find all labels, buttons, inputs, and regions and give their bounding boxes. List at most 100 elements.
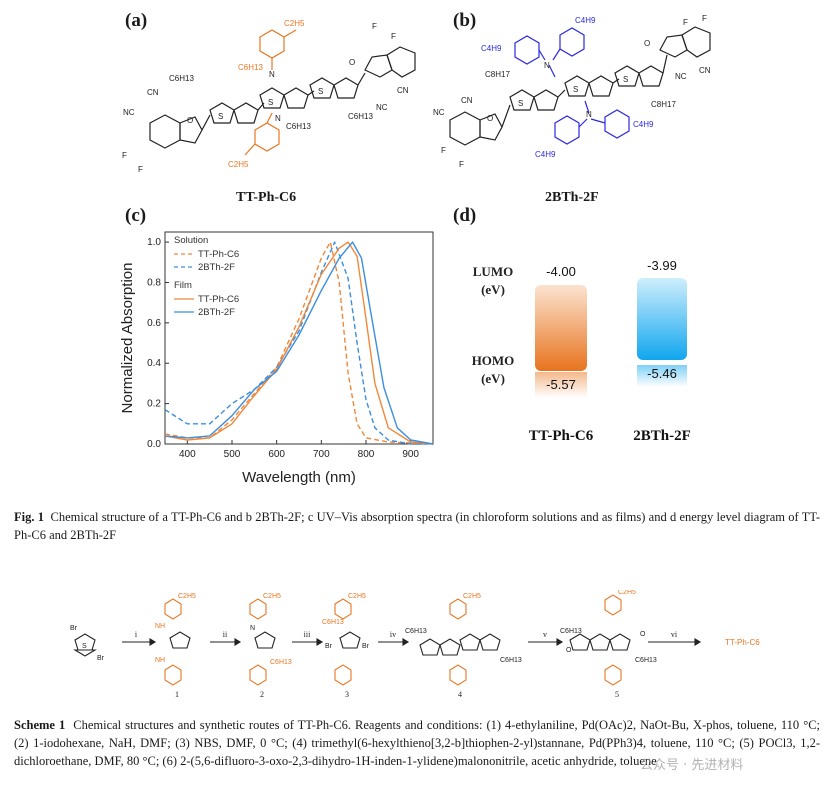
label-c6h13: C6H13 [238, 63, 263, 72]
panel-a-structure: C6H13 C6H13 C6H13 N N O O F F F F CN NC … [122, 19, 416, 174]
homo-unit: (eV) [481, 371, 505, 386]
compound-number: 3 [345, 690, 349, 699]
label-s: S [318, 87, 323, 96]
figure-caption: Fig. 1 Chemical structure of a TT-Ph-C6 … [14, 508, 820, 544]
label-nc: NC [376, 103, 388, 112]
label-c6h13: C6H13 [270, 659, 292, 666]
y-tick-label: 0.4 [147, 358, 161, 369]
label-n: N [275, 114, 281, 123]
label-c8h17: C8H17 [651, 100, 676, 109]
compound-number: 4 [458, 690, 462, 699]
label-c2h5: C2H5 [348, 593, 366, 600]
label-c8h17: C8H17 [485, 70, 510, 79]
uv-vis-chart: 400 500 600 700 800 900 0.0 0.2 0.4 0.6 0.8 1.0 Sol… [119, 231, 434, 486]
x-tick-label: 600 [268, 449, 285, 460]
x-tick-label: 800 [358, 449, 375, 460]
label-n: N [544, 61, 550, 70]
2bth-2f-lumo-value: -3.99 [647, 258, 677, 273]
2bth-2f-bandgap-bar [637, 278, 687, 360]
y-tick-label: 0.6 [147, 318, 161, 329]
compound-number: 1 [175, 690, 179, 699]
label-c4h9: C4H9 [535, 150, 556, 159]
x-axis-label: Wavelength (nm) [242, 469, 356, 486]
legend-film-title: Film [174, 280, 192, 291]
series-line-1 [164, 241, 434, 445]
panel-b-structure: C8H17 C8H17 N N O O F F F F CN NC CN NC … [433, 14, 711, 169]
step-label: i [135, 630, 138, 639]
scheme-caption: Scheme 1 Chemical structures and synthet… [14, 716, 820, 770]
label-br: Br [325, 643, 333, 650]
y-tick-label: 0.0 [147, 439, 161, 450]
series-line-2 [164, 241, 433, 445]
panel-b-label: (b) [453, 10, 477, 31]
panel-a-molecule-name: TT-Ph-C6 [236, 190, 297, 205]
series-line-3 [164, 241, 434, 445]
step-label: v [543, 630, 547, 639]
tt-ph-c6-name: TT-Ph-C6 [529, 428, 594, 444]
legend-entry-2bth-film: 2BTh-2F [198, 307, 235, 318]
label-c6h13: C6H13 [560, 628, 582, 635]
label-c6h13: C6H13 [169, 74, 194, 83]
label-n: N [586, 110, 592, 119]
x-tick-label: 500 [224, 449, 241, 460]
synthesis-scheme: Br Br S N Br Br C6H13 C6H13 C6H13 C6H13 … [70, 590, 760, 699]
label-c2h5: C2H5 [178, 593, 196, 600]
panel-c-label: (c) [125, 205, 147, 226]
label-c2h5: C2H5 [618, 590, 636, 596]
compound-number: 2 [260, 690, 264, 699]
step-label: iv [390, 630, 396, 639]
x-tick-label: 900 [402, 449, 419, 460]
label-cn: CN [397, 86, 409, 95]
plot-frame [164, 231, 434, 445]
x-tick-label: 400 [179, 449, 196, 460]
label-f: F [372, 22, 377, 31]
label-f: F [459, 160, 464, 169]
figure-caption-text: Chemical structure of a TT-Ph-C6 and b 2… [14, 510, 821, 542]
y-tick-label: 1.0 [147, 237, 161, 248]
y-axis-label: Normalized Absorption [119, 263, 136, 414]
label-c4h9: C4H9 [481, 44, 502, 53]
x-tick-label: 700 [313, 449, 330, 460]
label-c4h9: C4H9 [575, 16, 596, 25]
tt-ph-c6-homo-value: -5.57 [546, 377, 576, 392]
lumo-label: LUMO [473, 264, 513, 279]
label-f: F [683, 18, 688, 27]
label-s: S [218, 112, 223, 121]
legend-solution-title: Solution [174, 235, 208, 246]
label-c4h9: C4H9 [633, 120, 654, 129]
label-c6h13: C6H13 [500, 657, 522, 664]
legend-entry-2bth-solution: 2BTh-2F [198, 262, 235, 273]
label-nc: NC [123, 108, 135, 117]
label-s: S [82, 643, 87, 650]
step-label: ii [223, 630, 228, 639]
label-n: N [269, 70, 275, 79]
label-c2h5: C2H5 [463, 593, 481, 600]
scheme-product-name: TT-Ph-C6 [725, 638, 760, 647]
panel-b-molecule-name: 2BTh-2F [545, 190, 599, 205]
step-label: iii [304, 630, 311, 639]
label-c2h5: C2H5 [228, 160, 249, 169]
label-s: S [268, 98, 273, 107]
label-f: F [138, 165, 143, 174]
compound-number: 5 [615, 690, 619, 699]
figure-caption-prefix: Fig. 1 [14, 510, 44, 524]
label-s: S [573, 85, 578, 94]
label-o: O [640, 631, 646, 638]
label-f: F [391, 32, 396, 41]
label-nh: NH [155, 657, 165, 664]
label-o: O [644, 39, 650, 48]
label-nc: NC [675, 72, 687, 81]
y-tick-label: 0.8 [147, 277, 161, 288]
panel-a-label: (a) [125, 10, 148, 31]
legend-entry-tt-solution: TT-Ph-C6 [198, 249, 239, 260]
label-f: F [441, 146, 446, 155]
tt-ph-c6-bandgap-bar [535, 285, 587, 371]
label-c2h5: C2H5 [284, 19, 305, 28]
label-cn: CN [461, 96, 473, 105]
label-c6h13: C6H13 [286, 122, 311, 131]
label-nc: NC [433, 108, 445, 117]
series-line-4 [164, 241, 434, 445]
legend-entry-tt-film: TT-Ph-C6 [198, 294, 239, 305]
label-c6h13: C6H13 [348, 112, 373, 121]
label-o: O [187, 116, 193, 125]
